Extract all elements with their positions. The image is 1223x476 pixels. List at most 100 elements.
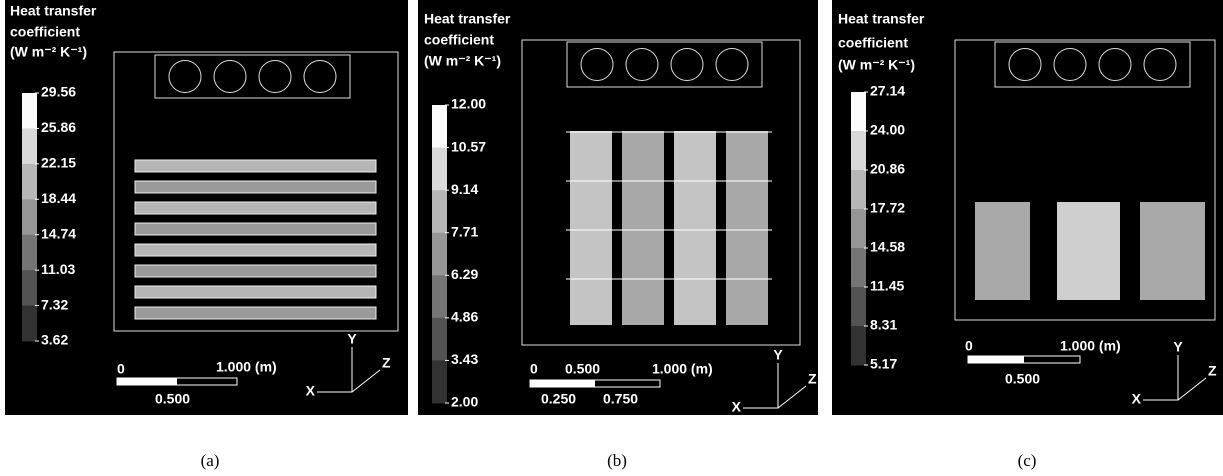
legend-title: coefficient [424,32,494,48]
scale-bar-fill [968,356,1024,363]
tube-section [625,48,659,81]
scale-label: 0 [965,338,973,354]
colorbar-label: 14.74 [41,225,76,241]
colorbar-step [851,248,866,288]
domain-box [113,51,399,332]
tube-section [303,60,337,93]
legend-title: Heat transfer [838,11,925,27]
colorbar-step [22,128,37,165]
scale-label: 0.500 [565,361,600,377]
tube-section [258,60,292,93]
axis-label: Z [808,371,817,387]
colorbar-step [432,190,447,234]
tube-strip [134,180,377,194]
colorbar-label: 18.44 [41,190,76,206]
axis-label: X [732,399,742,415]
colorbar-step [432,105,447,149]
colorbar-label: 27.14 [870,83,905,99]
colorbar-step [851,170,866,210]
colorbar-step [851,326,866,366]
tube-section [1098,48,1132,81]
colorbar-step [432,317,447,361]
panel: Heat transfer coefficient (W m⁻² K⁻¹) 27.14… [832,0,1223,470]
colorbar-label: 6.29 [451,266,478,282]
axis-label: Z [1208,363,1217,379]
colorbar-label: 24.00 [870,122,905,138]
axis-label: Z [382,355,391,371]
tube-section [1008,48,1042,81]
tube-strip [134,159,377,173]
scale-bar-fill [117,378,177,385]
legend-title: coefficient [838,35,908,51]
tube-surface [674,131,716,325]
colorbar-label: 11.03 [41,261,75,277]
colorbar-label: 7.32 [41,296,68,312]
colorbar-label: 9.14 [451,181,478,197]
tube-section [715,48,749,81]
colorbar-step [22,305,37,342]
tube-surface [975,202,1030,300]
inlet-box [154,54,351,99]
scale-label: 0.750 [603,391,638,407]
axis-label: Y [1173,339,1183,355]
colorbar-step [432,147,447,191]
colorbar-label: 11.45 [870,278,904,294]
caption: (a) [201,451,220,470]
tube-section [580,48,614,81]
legend-title: (W m⁻² K⁻¹) [10,44,87,60]
tube-section [670,48,704,81]
tube-surface [1057,202,1120,300]
axis-triad [1143,355,1207,401]
tube-surface [726,131,768,325]
scale-label: 1.000 (m) [216,359,277,375]
tube-strip [134,201,377,215]
colorbar-step [22,234,37,271]
panel: Heat transfer coefficient (W m⁻² K⁻¹) 12.00… [418,0,818,470]
caption: (b) [607,451,627,470]
colorbar-step [22,163,37,200]
tube-surface [1140,202,1205,300]
legend-title: (W m⁻² K⁻¹) [424,53,501,69]
legend-title: Heat transfer [424,11,511,27]
colorbar-step [22,93,37,129]
scale-label: 0.250 [541,391,576,407]
legend-title: Heat transfer [10,3,97,19]
colorbar-step [432,360,447,404]
scale-label: 0 [117,361,125,377]
axis-triad [743,363,807,409]
axis-label: Y [773,347,783,363]
scale-label: 1.000 (m) [652,361,713,377]
colorbar-label: 20.86 [870,161,905,177]
tube-surface [570,131,612,325]
colorbar-label: 3.62 [41,332,68,348]
scale-label: 1.000 (m) [1060,338,1121,354]
colorbar-label: 5.17 [870,356,897,372]
colorbar-label: 17.72 [870,200,905,216]
colorbar-label: 4.86 [451,309,478,325]
domain-box [954,39,1216,321]
colorbar-step [851,287,866,327]
colorbar-step [432,275,447,319]
scale-label: 0.500 [1005,371,1040,387]
tube-section [1143,48,1177,81]
tube-strip [134,285,377,299]
colorbar-step [22,199,37,236]
tube-section [168,60,202,93]
scale-bar-fill [530,380,595,387]
tube-strip [134,243,377,257]
colorbar-label: 29.56 [41,84,76,100]
tube-surface [622,131,664,325]
axis-label: Y [347,331,357,347]
legend-title: coefficient [10,24,80,40]
colorbar-label: 3.43 [451,351,478,367]
colorbar-step [851,131,866,171]
colorbar-label: 22.15 [41,155,76,171]
axis-label: X [1132,391,1142,407]
colorbar-label: 8.31 [870,317,897,333]
colorbar-label: 12.00 [451,96,486,112]
domain-box [521,39,801,346]
legend-title: (W m⁻² K⁻¹) [838,57,915,73]
colorbar-label: 10.57 [451,138,486,154]
colorbar-label: 25.86 [41,119,76,135]
